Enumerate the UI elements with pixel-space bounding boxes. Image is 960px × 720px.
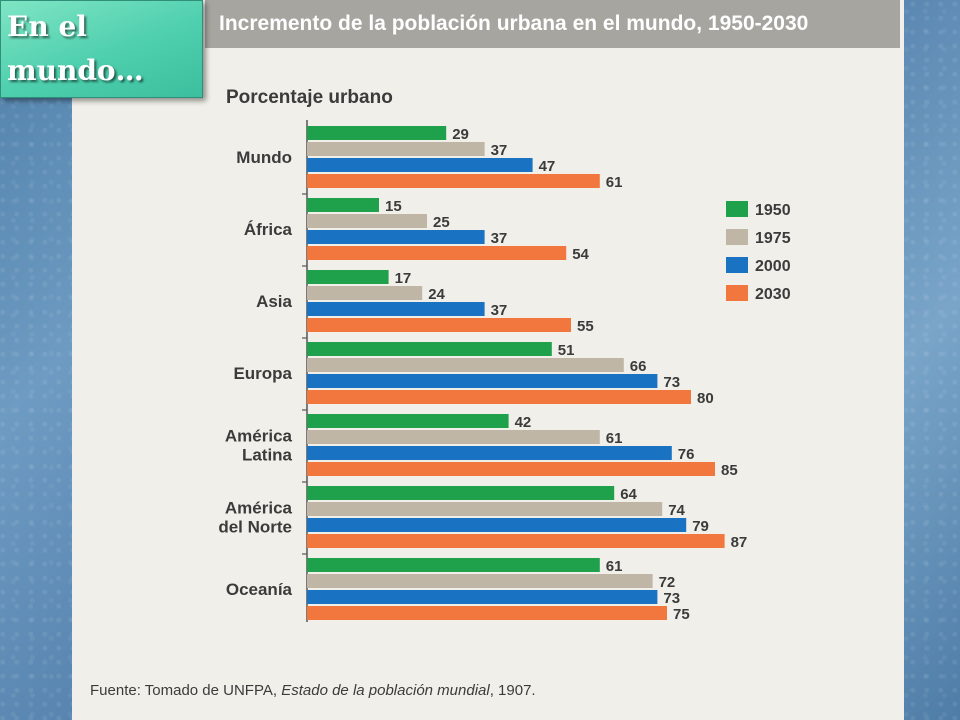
- bar-1975: [307, 430, 600, 444]
- source-title: Estado de la población mundial: [281, 682, 490, 699]
- data-label: 73: [663, 590, 680, 607]
- chart-title: Incremento de la población urbana en el …: [219, 12, 809, 35]
- data-label: 61: [606, 430, 623, 447]
- bar-1950: [307, 126, 447, 140]
- category-label: Latina: [242, 446, 293, 465]
- bar-2030: [307, 318, 571, 332]
- slide-title: En el mundo…: [7, 10, 144, 87]
- data-label: 37: [491, 230, 508, 247]
- data-label: 64: [620, 486, 637, 503]
- bar-2030: [307, 534, 725, 548]
- data-label: 73: [663, 374, 680, 391]
- data-label: 79: [692, 518, 709, 535]
- category-label: Europa: [233, 364, 292, 383]
- bar-1975: [307, 214, 427, 228]
- bar-1975: [307, 286, 423, 300]
- bar-2000: [307, 518, 687, 532]
- bar-2030: [307, 606, 667, 620]
- data-label: 61: [606, 558, 623, 575]
- source-suffix: , 1907.: [489, 682, 536, 699]
- legend-swatch-2000: [726, 257, 748, 273]
- source-note: Fuente: Tomado de UNFPA, Estado de la po…: [90, 682, 536, 699]
- data-label: 47: [539, 158, 556, 175]
- data-label: 17: [395, 270, 412, 287]
- legend-label: 2030: [755, 286, 791, 303]
- data-label: 29: [452, 126, 469, 143]
- data-label: 55: [577, 318, 594, 335]
- bar-1950: [307, 486, 615, 500]
- bar-2030: [307, 246, 567, 260]
- bar-1950: [307, 342, 552, 356]
- category-label: Mundo: [236, 148, 292, 167]
- category-label: Oceanía: [226, 580, 293, 599]
- category-label: del Norte: [218, 518, 292, 537]
- bar-1975: [307, 574, 653, 588]
- data-label: 72: [659, 574, 676, 591]
- data-label: 75: [673, 606, 690, 623]
- legend-label: 1975: [755, 230, 791, 247]
- bar-1950: [307, 414, 509, 428]
- source-prefix: Fuente: Tomado de UNFPA,: [90, 682, 282, 699]
- bar-1975: [307, 502, 663, 516]
- data-label: 66: [630, 358, 647, 375]
- data-label: 61: [606, 174, 623, 191]
- category-label: África: [244, 220, 293, 239]
- data-label: 25: [433, 214, 450, 231]
- chart-title-bar: Incremento de la población urbana en el …: [205, 0, 900, 48]
- bar-1950: [307, 270, 389, 284]
- legend-swatch-1975: [726, 229, 748, 245]
- data-label: 24: [428, 286, 445, 303]
- data-label: 42: [515, 414, 532, 431]
- data-label: 37: [491, 302, 508, 319]
- bar-1975: [307, 142, 485, 156]
- category-label: América: [225, 427, 293, 446]
- legend-label: 2000: [755, 258, 791, 275]
- bar-2030: [307, 174, 600, 188]
- data-label: 85: [721, 462, 738, 479]
- data-label: 87: [731, 534, 748, 551]
- bar-2000: [307, 590, 658, 604]
- bar-1975: [307, 358, 624, 372]
- data-label: 37: [491, 142, 508, 159]
- data-label: 15: [385, 198, 402, 215]
- bar-2030: [307, 462, 715, 476]
- bar-2030: [307, 390, 691, 404]
- bar-1950: [307, 558, 600, 572]
- bar-2000: [307, 374, 658, 388]
- bar-2000: [307, 158, 533, 172]
- legend-swatch-1950: [726, 201, 748, 217]
- slide-title-box: En el mundo…: [0, 0, 203, 98]
- bar-2000: [307, 446, 672, 460]
- legend-label: 1950: [755, 202, 791, 219]
- data-label: 51: [558, 342, 575, 359]
- y-axis-label: Porcentaje urbano: [226, 87, 393, 108]
- bar-1950: [307, 198, 379, 212]
- data-label: 74: [668, 502, 685, 519]
- bar-2000: [307, 230, 485, 244]
- data-label: 54: [572, 246, 589, 263]
- category-label: América: [225, 499, 293, 518]
- data-label: 80: [697, 390, 714, 407]
- category-label: Asia: [256, 292, 292, 311]
- bar-2000: [307, 302, 485, 316]
- legend-swatch-2030: [726, 285, 748, 301]
- data-label: 76: [678, 446, 695, 463]
